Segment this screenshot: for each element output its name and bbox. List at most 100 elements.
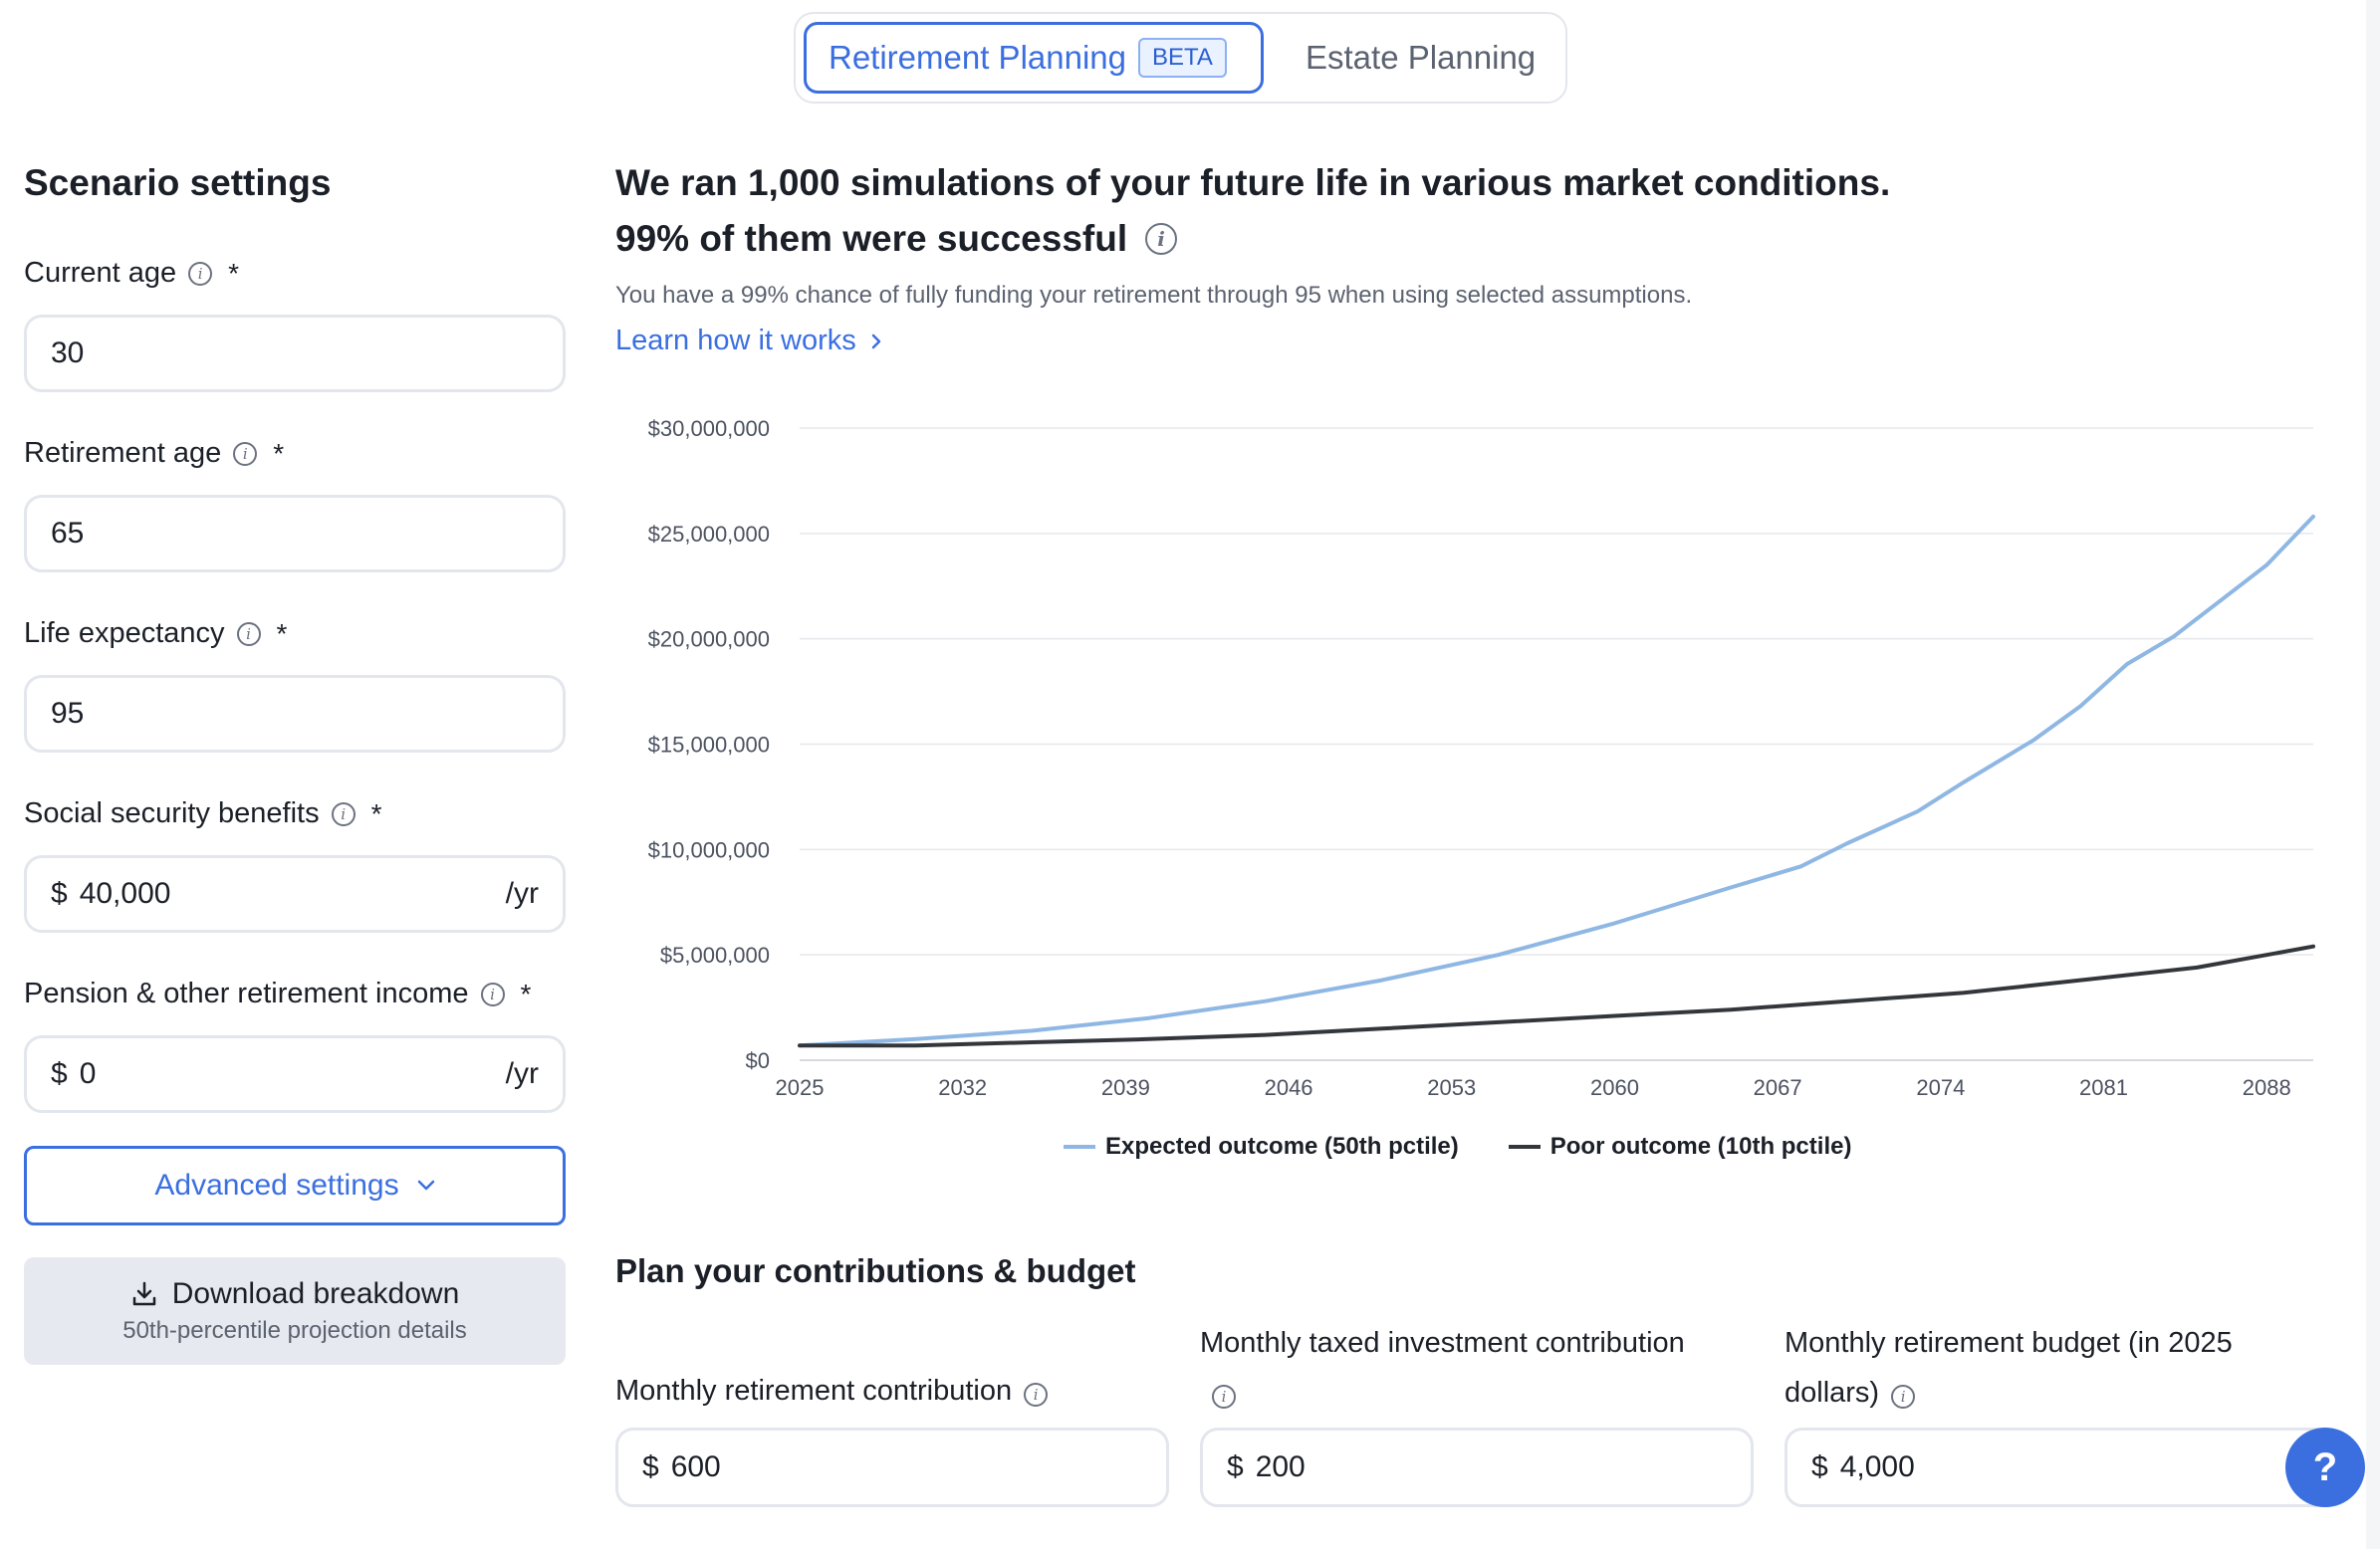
current-age-label-text: Current age (24, 257, 177, 289)
y-tick-label: $30,000,000 (648, 416, 770, 441)
results-headline: We ran 1,000 simulations of your future … (615, 162, 1891, 203)
scrollbar-track[interactable] (2366, 0, 2380, 1549)
y-tick-label: $15,000,000 (648, 733, 770, 758)
monthly-taxed-investment-label: Monthly taxed investment contribution i (1200, 1318, 1758, 1418)
legend-label-expected: Expected outcome (50th pctile) (1105, 1133, 1459, 1160)
social-security-input[interactable]: $ 40,000 /yr (24, 855, 566, 933)
currency-prefix: $ (1227, 1450, 1244, 1483)
retirement-age-value: 65 (51, 517, 85, 550)
monthly-taxed-investment-label-text: Monthly taxed investment contribution (1200, 1327, 1685, 1359)
y-tick-label: $20,000,000 (648, 627, 770, 652)
life-expectancy-label: Life expectancy i * (24, 617, 287, 650)
tab-estate-planning[interactable]: Estate Planning (1306, 39, 1537, 76)
monthly-retirement-budget-label-text: Monthly retirement budget (in 2025 dolla… (1785, 1327, 2233, 1409)
download-breakdown-button[interactable]: Download breakdown 50th-percentile proje… (24, 1257, 566, 1365)
beta-badge: BETA (1138, 38, 1227, 78)
required-marker: * (520, 978, 532, 1009)
required-marker: * (276, 617, 288, 649)
currency-prefix: $ (642, 1450, 659, 1483)
monthly-retirement-budget-label: Monthly retirement budget (in 2025 dolla… (1785, 1318, 2302, 1418)
learn-link-label: Learn how it works (615, 325, 856, 356)
legend-swatch-poor (1508, 1145, 1541, 1149)
chevron-down-icon (417, 1180, 434, 1191)
x-tick-label: 2074 (1916, 1075, 1965, 1100)
x-tick-label: 2032 (938, 1075, 987, 1100)
monthly-retirement-contribution-value: 600 (670, 1450, 721, 1483)
tab-retirement-label: Retirement Planning (829, 39, 1126, 76)
plan-section-title: Plan your contributions & budget (615, 1252, 1136, 1289)
current-age-label: Current age i * (24, 257, 239, 290)
y-tick-label: $25,000,000 (648, 522, 770, 547)
current-age-input[interactable]: 30 (24, 315, 566, 392)
chart-legend: Expected outcome (50th pctile) Poor outc… (1064, 1133, 1901, 1161)
monthly-retirement-contribution-label-text: Monthly retirement contribution (615, 1375, 1013, 1407)
download-breakdown-subtitle: 50th-percentile projection details (122, 1317, 467, 1344)
y-tick-label: $5,000,000 (660, 943, 770, 968)
x-tick-label: 2025 (776, 1075, 825, 1100)
scenario-settings-title: Scenario settings (24, 162, 332, 203)
current-age-value: 30 (51, 336, 85, 369)
projection-chart: $0 $5,000,000 $10,000,000 $15,000,000 $20,00… (648, 416, 2315, 1100)
success-rate-text: 99% of them were successful (615, 218, 1128, 259)
life-expectancy-label-text: Life expectancy (24, 617, 225, 649)
x-tick-label: 2039 (1101, 1075, 1150, 1100)
advanced-settings-button[interactable]: Advanced settings (24, 1146, 566, 1225)
per-year-suffix: /yr (505, 877, 539, 910)
x-tick-label: 2060 (1590, 1075, 1639, 1100)
required-marker: * (370, 797, 382, 829)
advanced-settings-label: Advanced settings (154, 1169, 399, 1202)
pension-label: Pension & other retirement income i * (24, 978, 531, 1010)
required-marker: * (228, 257, 240, 289)
help-button[interactable]: ? (2285, 1428, 2365, 1507)
info-icon[interactable]: i (188, 261, 213, 286)
currency-prefix: $ (51, 1057, 68, 1090)
retirement-age-label: Retirement age i * (24, 437, 284, 470)
legend-swatch-expected (1064, 1145, 1095, 1149)
info-icon[interactable]: i (1145, 223, 1178, 255)
pension-input[interactable]: $ 0 /yr (24, 1035, 566, 1113)
info-icon[interactable]: i (480, 982, 505, 1006)
retirement-age-label-text: Retirement age (24, 437, 222, 469)
tab-retirement-planning[interactable]: Retirement Planning BETA (804, 22, 1264, 94)
x-tick-label: 2067 (1754, 1075, 1802, 1100)
social-security-label-text: Social security benefits (24, 797, 320, 829)
monthly-retirement-budget-input[interactable]: $ 4,000 (1785, 1428, 2342, 1507)
x-tick-label: 2088 (2243, 1075, 2291, 1100)
legend-item-expected[interactable]: Expected outcome (50th pctile) (1064, 1133, 1459, 1161)
monthly-taxed-investment-value: 200 (1255, 1450, 1306, 1483)
info-icon[interactable]: i (1212, 1385, 1236, 1409)
x-tick-label: 2053 (1427, 1075, 1476, 1100)
download-breakdown-label: Download breakdown (171, 1277, 460, 1310)
life-expectancy-value: 95 (51, 697, 85, 730)
info-icon[interactable]: i (1891, 1385, 1916, 1409)
results-success-headline: 99% of them were successful i (615, 218, 1178, 260)
legend-label-poor: Poor outcome (10th pctile) (1549, 1133, 1852, 1160)
info-icon[interactable]: i (331, 801, 356, 826)
pension-label-text: Pension & other retirement income (24, 978, 469, 1009)
legend-item-poor[interactable]: Poor outcome (10th pctile) (1508, 1133, 1852, 1161)
x-tick-label: 2081 (2079, 1075, 2128, 1100)
learn-how-it-works-link[interactable]: Learn how it works (615, 325, 882, 357)
social-security-value: 40,000 (79, 877, 171, 910)
planning-tab-switcher: Retirement Planning BETA Estate Planning (794, 12, 1567, 104)
info-icon[interactable]: i (233, 441, 258, 466)
monthly-retirement-contribution-input[interactable]: $ 600 (615, 1428, 1169, 1507)
retirement-age-input[interactable]: 65 (24, 495, 566, 572)
pension-value: 0 (79, 1057, 97, 1090)
info-icon[interactable]: i (236, 621, 261, 646)
series-line-expected (798, 514, 2315, 1048)
life-expectancy-input[interactable]: 95 (24, 675, 566, 753)
y-tick-label: $10,000,000 (648, 837, 770, 862)
info-icon[interactable]: i (1024, 1383, 1049, 1407)
currency-prefix: $ (1811, 1450, 1828, 1483)
required-marker: * (273, 437, 285, 469)
results-subtext: You have a 99% chance of fully funding y… (615, 282, 1693, 309)
monthly-retirement-contribution-label: Monthly retirement contribution i (615, 1366, 1173, 1416)
currency-prefix: $ (51, 877, 68, 910)
monthly-taxed-investment-input[interactable]: $ 200 (1200, 1428, 1754, 1507)
x-tick-label: 2046 (1265, 1075, 1313, 1100)
social-security-label: Social security benefits i * (24, 797, 382, 830)
series-line-poor (798, 944, 2315, 1048)
y-tick-label: $0 (746, 1048, 770, 1073)
chevron-right-icon (871, 333, 881, 348)
